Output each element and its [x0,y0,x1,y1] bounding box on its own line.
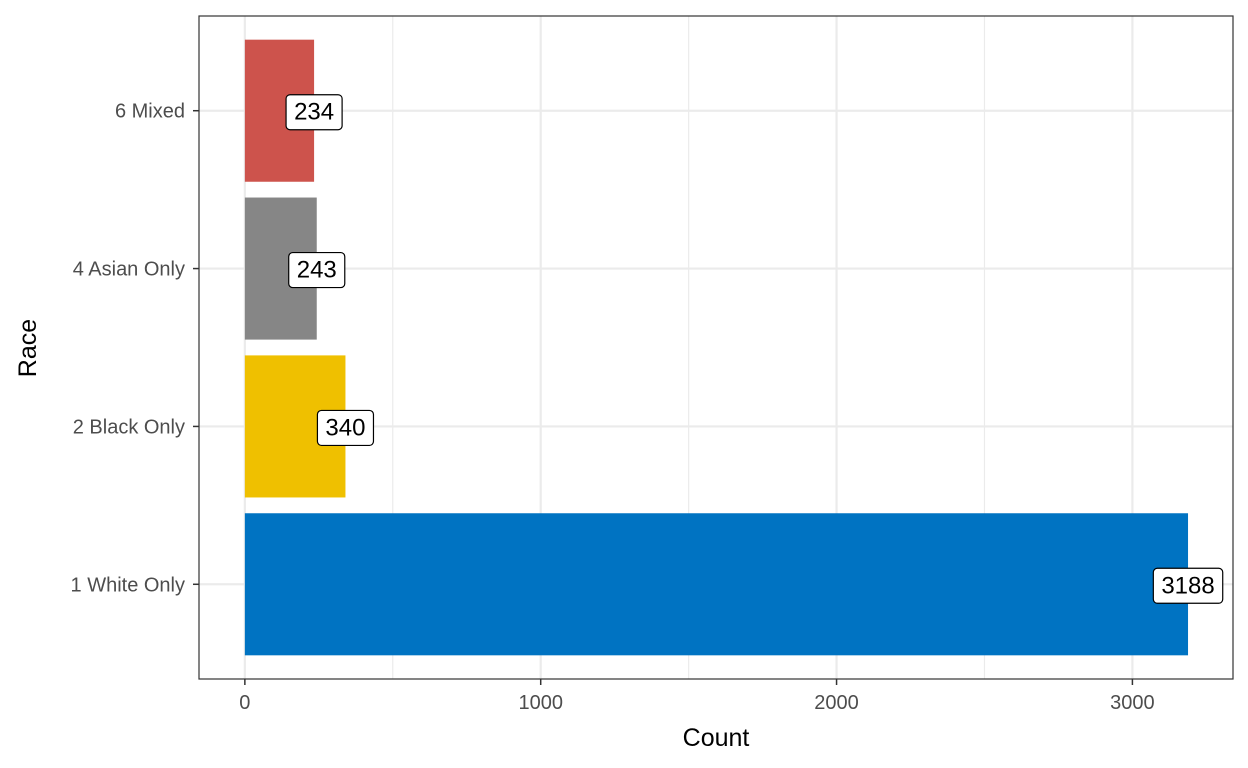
x-tick-label: 2000 [814,692,859,714]
data-label-box [1152,567,1224,604]
data-label-box [285,94,343,131]
x-tick-label: 0 [239,692,250,714]
x-tick-label: 1000 [518,692,563,714]
data-label-text: 243 [297,257,337,284]
x-axis-title: Count [683,724,750,752]
x-axis: 0 1000 2000 3000 [239,679,1155,714]
data-label-text: 234 [294,99,334,126]
y-tick-label: 4 Asian Only [73,259,185,281]
y-tick-label: 2 Black Only [73,416,185,438]
y-tick-label: 1 White Only [71,574,185,596]
bars [244,39,1189,656]
y-tick-label: 6 Mixed [115,101,185,123]
data-label: 340 [316,409,375,447]
data-label-text: 3188 [1161,572,1214,599]
data-labels: 3188 340 243 234 [285,94,1224,604]
data-label: 3188 [1152,567,1224,604]
x-tick-label: 3000 [1110,692,1155,714]
data-label: 234 [285,94,343,131]
plot-border [198,15,1234,680]
y-axis-title: Race [14,319,42,377]
data-label-text: 340 [325,414,365,441]
bar-1-white-only [244,513,1189,656]
y-axis: 1 White Only 2 Black Only 4 Asian Only 6 Mi… [71,101,199,596]
data-label-box [288,251,346,289]
data-label-box [316,409,375,447]
data-label: 243 [288,251,346,289]
